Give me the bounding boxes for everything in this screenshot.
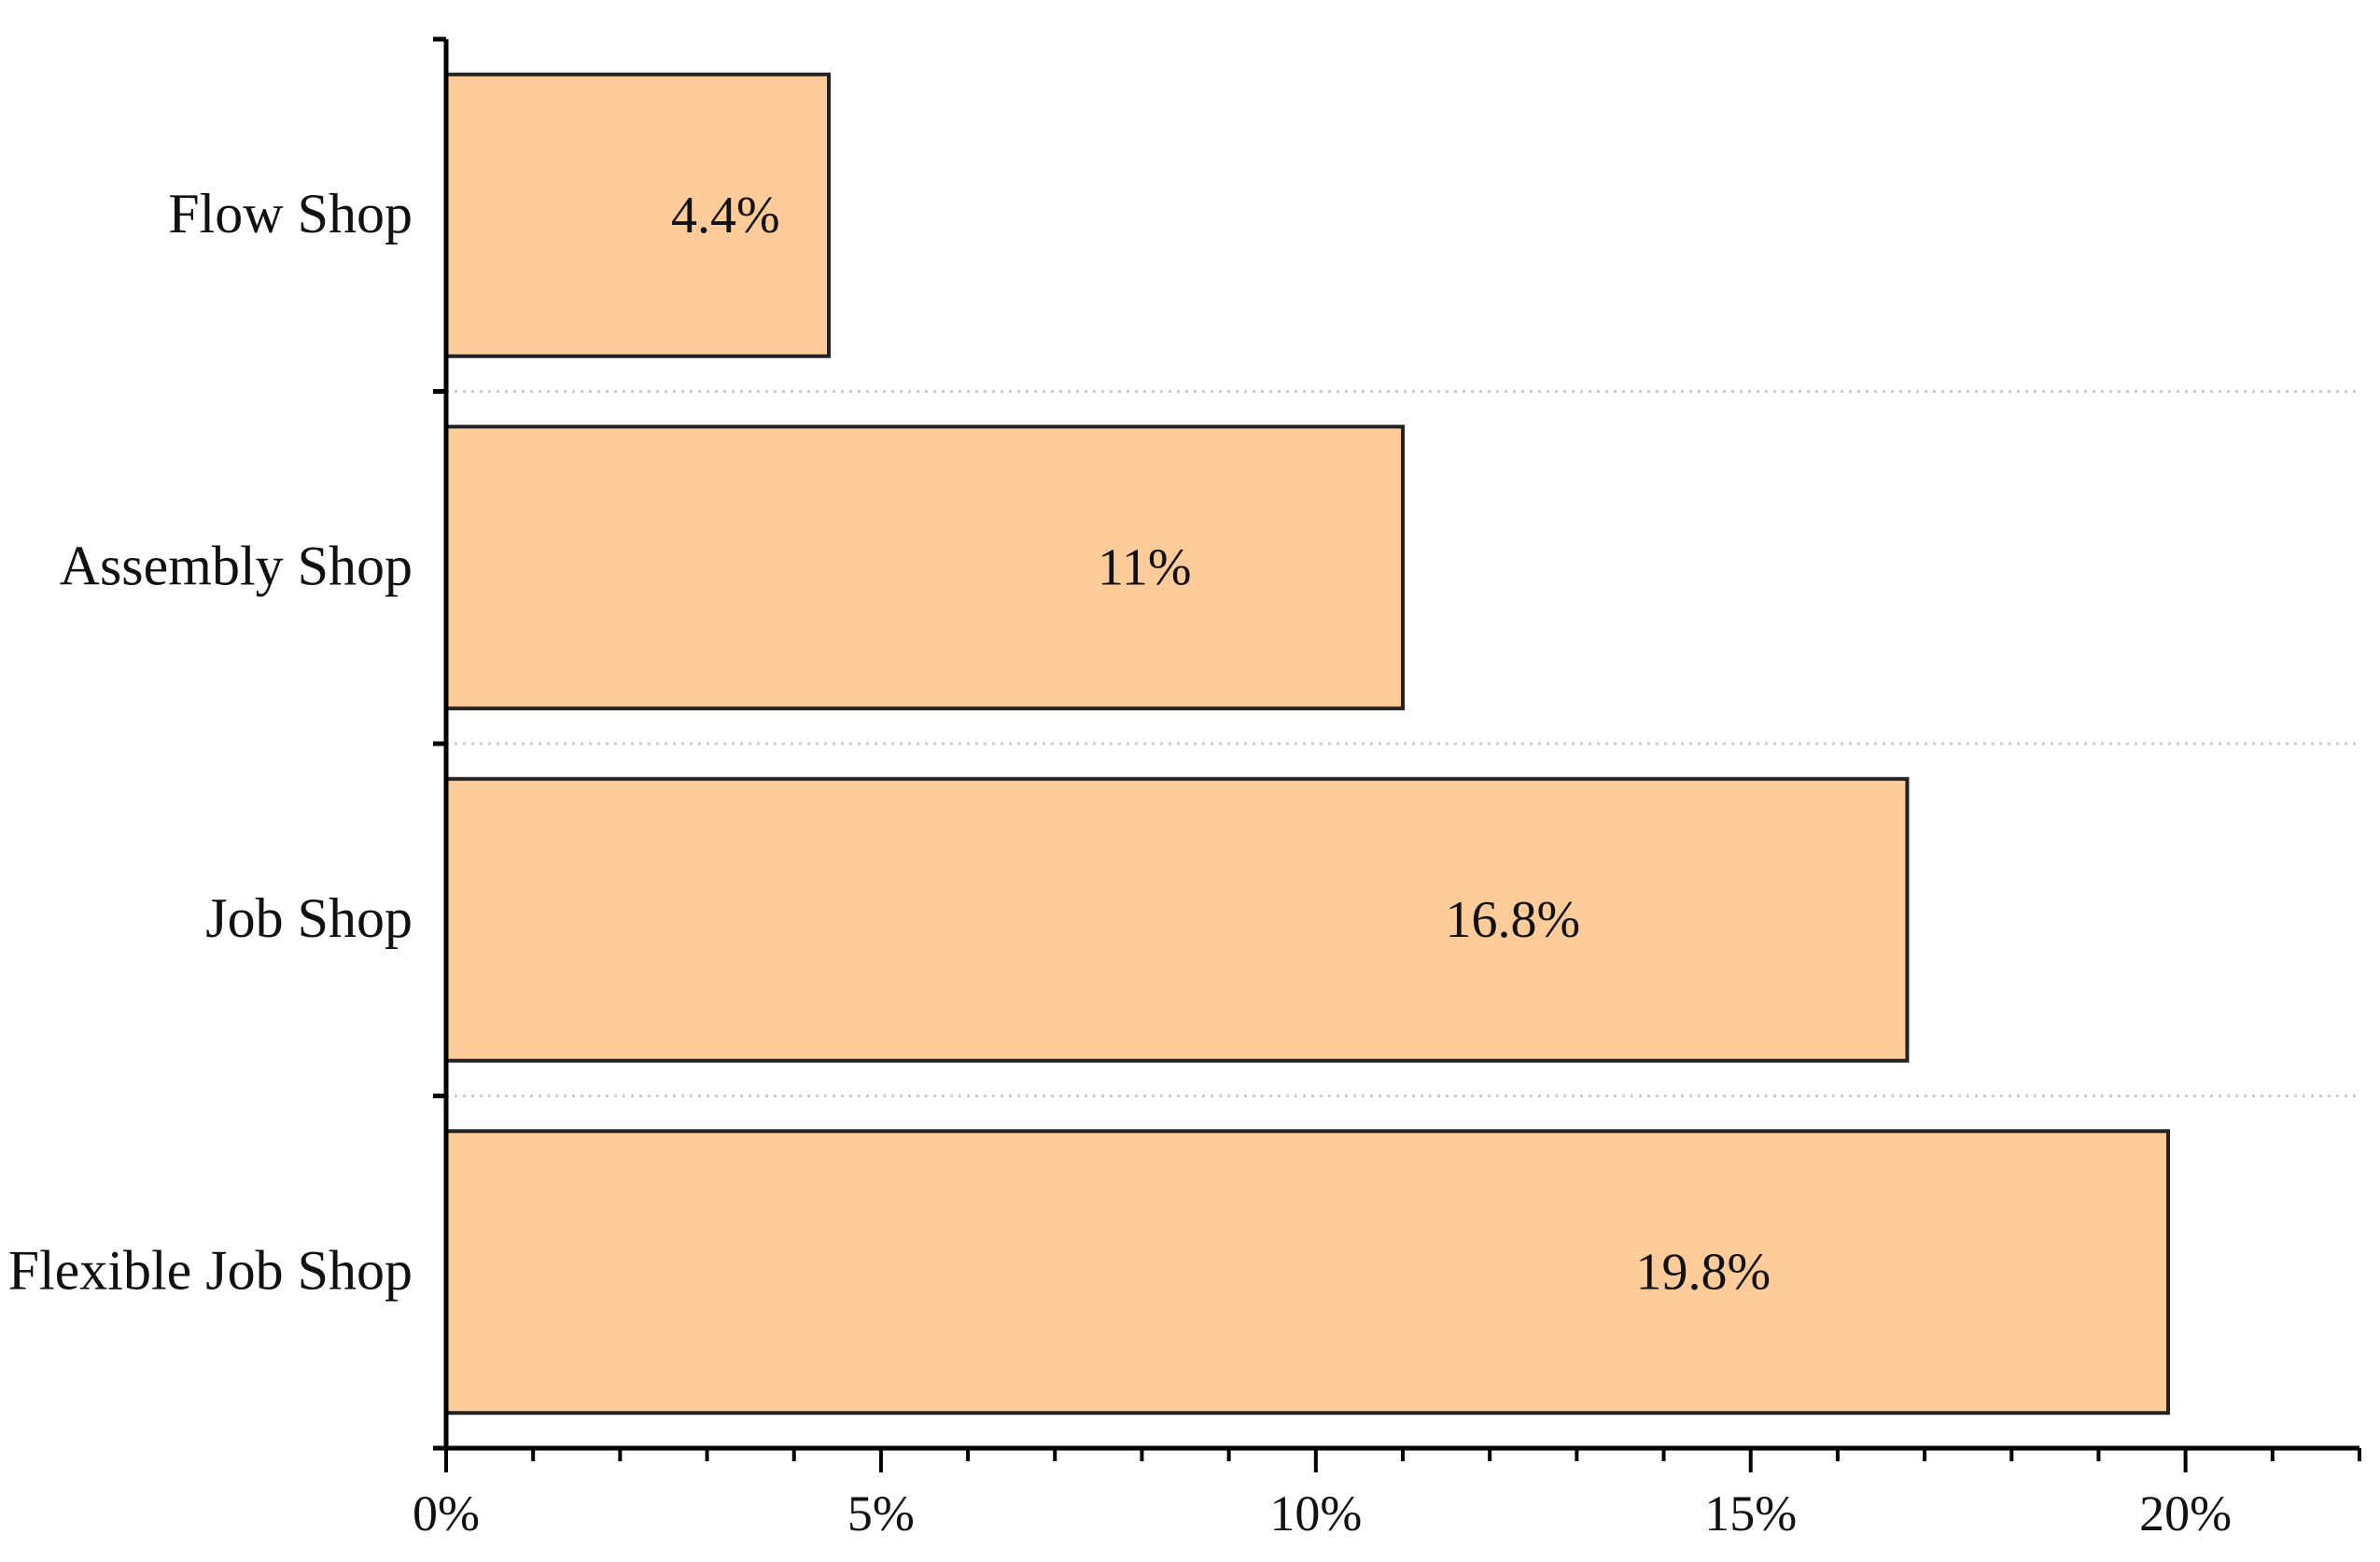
category-label: Flow Shop — [168, 183, 413, 244]
x-tick-label: 20% — [2139, 1485, 2232, 1541]
bar — [444, 72, 831, 358]
category-label: Assembly Shop — [60, 535, 413, 596]
data-label: 19.8% — [1636, 1243, 1771, 1301]
x-tick-label: 15% — [1704, 1485, 1797, 1541]
bar — [444, 425, 1405, 711]
x-tick-label: 10% — [1269, 1485, 1362, 1541]
x-tick-label: 0% — [413, 1485, 480, 1541]
bar — [444, 1129, 2170, 1416]
data-label: 4.4% — [671, 187, 780, 244]
category-label: Flexible Job Shop — [8, 1239, 413, 1301]
category-label: Job Shop — [205, 887, 413, 949]
data-label: 11% — [1098, 538, 1192, 596]
bar — [444, 776, 1910, 1063]
data-label: 16.8% — [1445, 891, 1580, 949]
x-tick-label: 5% — [847, 1485, 915, 1541]
